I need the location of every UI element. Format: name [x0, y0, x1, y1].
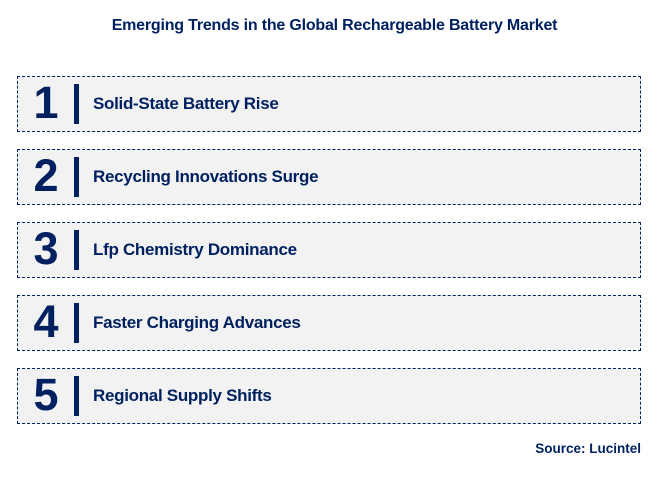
- trend-row-1: 1 Solid-State Battery Rise: [17, 76, 641, 132]
- divider-bar: [74, 230, 79, 270]
- trend-number: 5: [33, 368, 59, 420]
- trend-list: 1 Solid-State Battery Rise 2 Recycling I…: [17, 76, 641, 424]
- trend-row-3: 3 Lfp Chemistry Dominance: [17, 222, 641, 278]
- trend-label: Faster Charging Advances: [93, 313, 301, 332]
- trend-number: 4: [33, 295, 59, 347]
- divider-bar: [74, 157, 79, 197]
- divider-bar: [74, 376, 79, 416]
- page-title: Emerging Trends in the Global Rechargeab…: [111, 17, 558, 34]
- divider-bar: [74, 303, 79, 343]
- trend-label: Solid-State Battery Rise: [93, 94, 279, 113]
- divider-bar: [74, 84, 79, 124]
- trend-label: Recycling Innovations Surge: [93, 167, 319, 186]
- trend-number: 3: [33, 222, 59, 274]
- trend-label: Regional Supply Shifts: [93, 386, 272, 405]
- trend-row-2: 2 Recycling Innovations Surge: [17, 149, 641, 205]
- source-attribution: Source: Lucintel: [535, 441, 641, 456]
- trend-label: Lfp Chemistry Dominance: [93, 240, 297, 259]
- trend-number: 2: [33, 149, 59, 201]
- trend-row-5: 5 Regional Supply Shifts: [17, 368, 641, 424]
- trend-number: 1: [33, 76, 59, 128]
- trend-row-4: 4 Faster Charging Advances: [17, 295, 641, 351]
